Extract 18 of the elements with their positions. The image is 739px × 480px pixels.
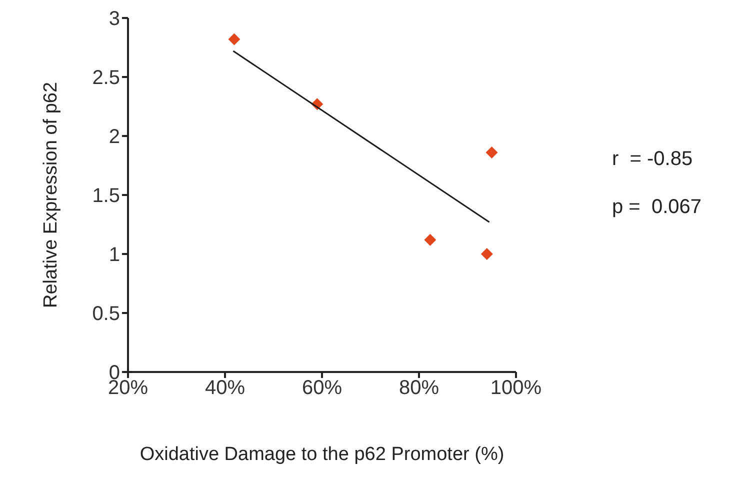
- x-tick-label: 80%: [398, 377, 440, 400]
- x-tick-label: 100%: [490, 377, 542, 400]
- point: [228, 33, 240, 46]
- x-tick-label: 40%: [204, 377, 246, 400]
- y-tick-label: 3: [108, 8, 120, 30]
- y-tick-label: 2: [108, 126, 120, 148]
- y-tick-label: 1.5: [92, 185, 120, 208]
- point: [424, 234, 436, 246]
- point: [486, 146, 498, 159]
- text: r = -0.85: [612, 148, 693, 171]
- point: [480, 248, 493, 260]
- text: p = 0.067: [612, 196, 702, 219]
- y-tick-label: 0.5: [92, 303, 120, 326]
- y-tick-label: 1: [108, 244, 120, 266]
- y-axis-title: Relative Expression of p62: [40, 82, 62, 308]
- x-axis-title: Oxidative Damage to the p62 Promoter (%): [140, 444, 504, 465]
- y-tick-label: 2.5: [92, 67, 120, 90]
- x-tick-label: 60%: [302, 377, 342, 400]
